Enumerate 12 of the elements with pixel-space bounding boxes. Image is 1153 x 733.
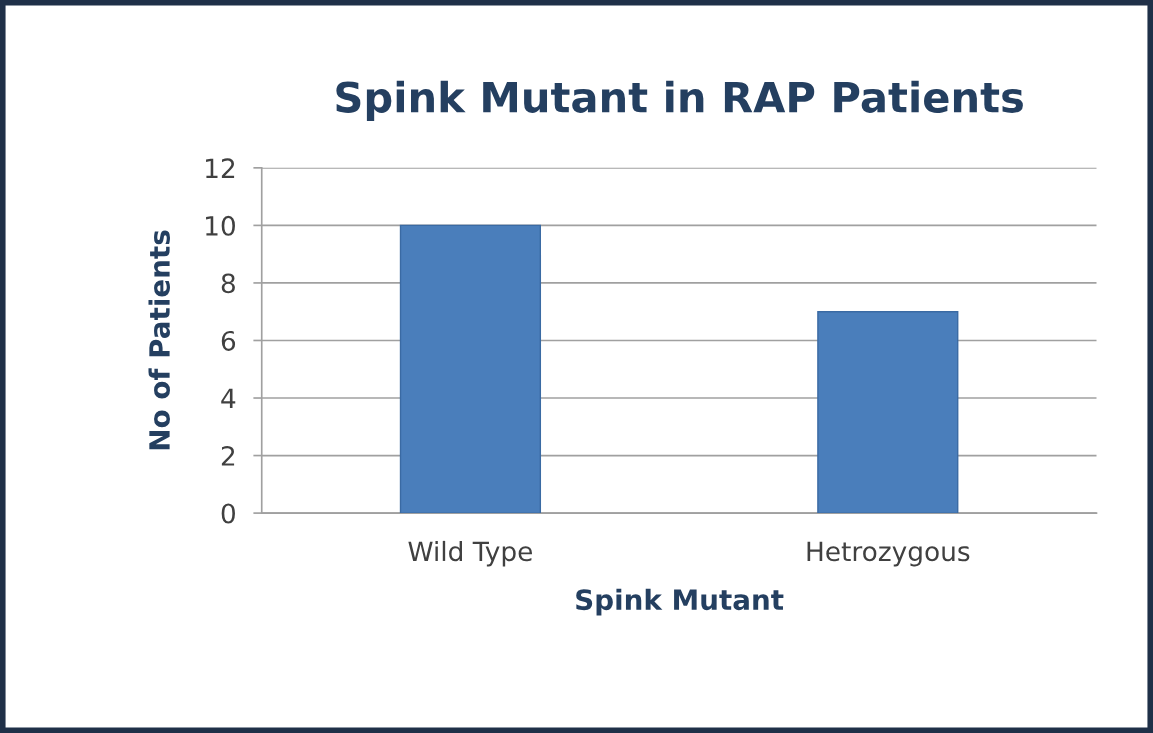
x-tick-label: Wild Type [408,540,532,567]
chart-title: Spink Mutant in RAP Patients [336,80,1023,121]
y-tick-label: 6 [221,330,236,351]
y-tick-label: 10 [206,215,235,236]
y-tick-label: 2 [221,446,235,466]
x-axis-title: Spink Mutant [576,588,784,616]
y-axis-title: No of Patients [148,230,170,450]
y-tick-label: 12 [206,158,235,178]
y-tick-label: 0 [221,503,235,524]
x-tick-label: Hetrozygous [807,541,970,567]
y-tick-label: 8 [221,273,235,294]
y-tick-label: 4 [221,388,236,409]
